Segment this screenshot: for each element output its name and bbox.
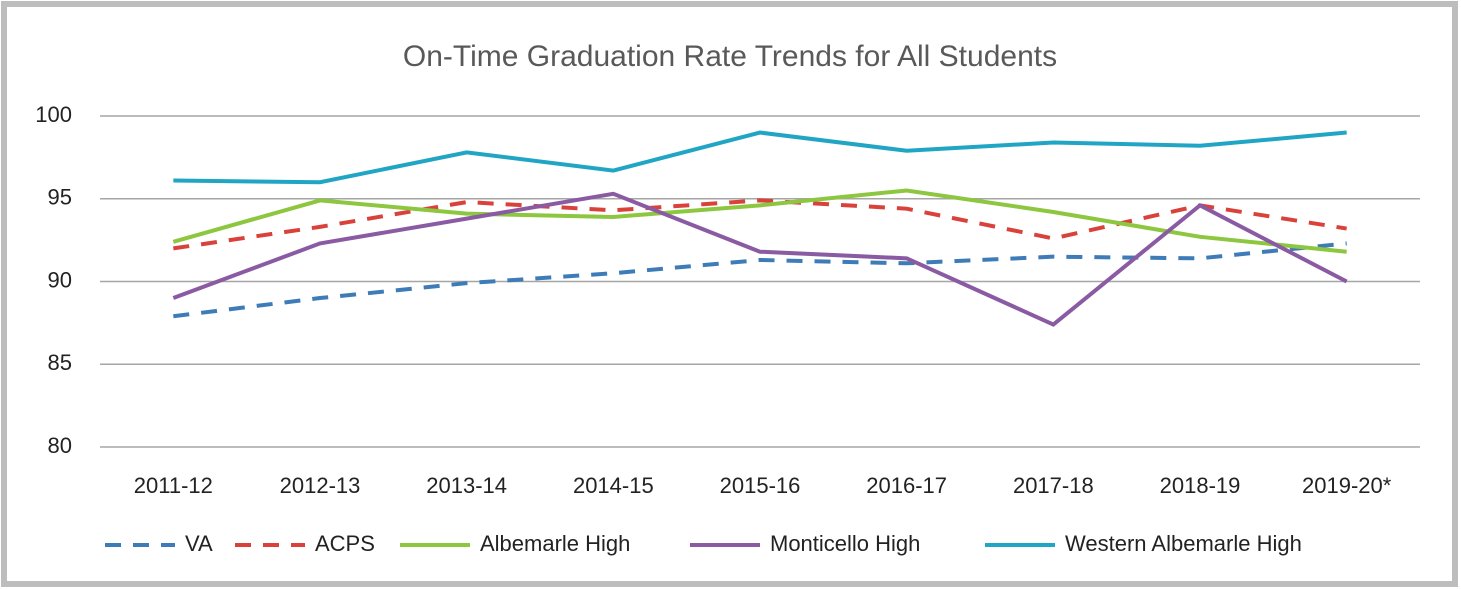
y-tick-label: 95 xyxy=(48,185,72,210)
series-line xyxy=(172,191,1348,327)
x-tick-label: 2013-14 xyxy=(426,473,507,498)
x-tick-label: 2014-15 xyxy=(573,473,654,498)
y-tick-label: 100 xyxy=(35,102,72,127)
x-tick-label: 2012-13 xyxy=(280,473,361,498)
series-line xyxy=(172,188,1347,254)
x-tick-label: 2017-18 xyxy=(1013,473,1094,498)
x-tick-label: 2016-17 xyxy=(866,473,947,498)
y-tick-label: 85 xyxy=(48,350,72,375)
series-line xyxy=(173,198,1347,251)
x-tick-label: 2018-19 xyxy=(1160,473,1241,498)
series-line xyxy=(173,241,1347,319)
x-tick-label: 2011-12 xyxy=(134,473,213,498)
legend-label: ACPS xyxy=(315,531,375,556)
y-tick-label: 90 xyxy=(48,267,72,292)
y-tick-label: 80 xyxy=(48,433,72,458)
chart-title: On-Time Graduation Rate Trends for All S… xyxy=(403,40,1057,73)
legend-label: Albemarle High xyxy=(480,531,630,556)
x-tick-label: 2015-16 xyxy=(720,473,801,498)
x-tick-label: 2019-20* xyxy=(1302,473,1392,498)
legend-label: VA xyxy=(185,531,213,556)
legend-label: Monticello High xyxy=(770,531,920,556)
legend-label: Western Albemarle High xyxy=(1065,531,1302,556)
series-line xyxy=(173,130,1347,185)
